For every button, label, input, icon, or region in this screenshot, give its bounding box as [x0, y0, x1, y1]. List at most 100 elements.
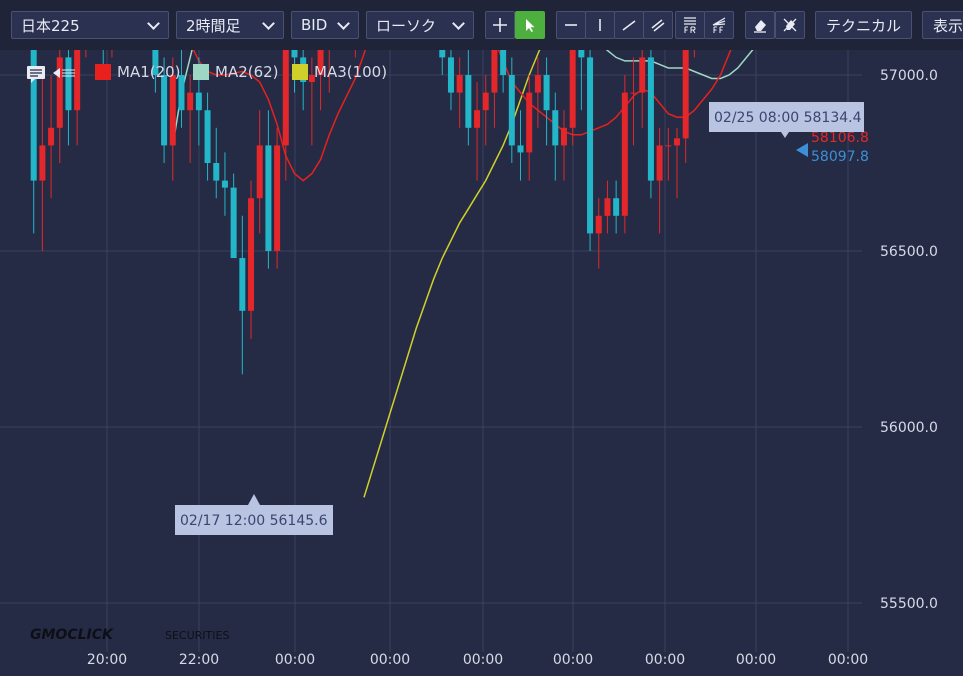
trend-line-icon [622, 20, 636, 31]
display-button[interactable]: 表示 [922, 11, 963, 39]
chevron-down-icon [337, 16, 350, 30]
period-dropdown[interactable]: 2時間足 [176, 11, 284, 39]
candle [169, 57, 176, 181]
candle [647, 39, 654, 199]
candle [300, 22, 307, 111]
candle-body [456, 75, 463, 93]
candle [352, 0, 359, 58]
candle [595, 198, 602, 269]
parallel-lines-button[interactable] [643, 11, 673, 39]
x-tick-label: 22:00 [179, 652, 219, 668]
technical-button[interactable]: テクニカル [815, 11, 912, 39]
y-tick-label: 56500.0 [880, 244, 938, 260]
candle [456, 57, 463, 128]
candle [248, 180, 255, 339]
candle [274, 127, 281, 269]
candle [65, 4, 72, 146]
ma1-swatch [95, 64, 111, 80]
crosshair-button[interactable] [485, 11, 515, 39]
comment-icon[interactable] [27, 66, 45, 83]
candle-body [482, 92, 489, 111]
bid-price-label: 58097.8 [811, 149, 869, 165]
candle-body [308, 75, 315, 83]
candle-body [265, 145, 272, 251]
candle [552, 92, 559, 181]
side-dropdown[interactable]: BID [291, 11, 359, 39]
candle-body [543, 75, 550, 111]
horizontal-line-button[interactable] [556, 11, 586, 39]
candle-body [534, 75, 541, 93]
x-tick-label: 00:00 [645, 652, 685, 668]
collapse-legend-icon[interactable] [53, 68, 75, 78]
candle-body [317, 39, 324, 75]
eraser-icon [754, 20, 766, 33]
x-tick-label: 00:00 [275, 652, 315, 668]
candle [560, 110, 567, 181]
candle [534, 57, 541, 128]
delete-all-drawings-button[interactable] [775, 11, 805, 39]
grid [0, 50, 862, 652]
candle-body [613, 198, 620, 216]
candle [578, 22, 585, 111]
eraser-button[interactable] [745, 11, 775, 39]
candle [587, 39, 594, 251]
candle [39, 75, 46, 251]
candle-body [274, 145, 281, 251]
pointer-button[interactable] [515, 11, 545, 39]
candle [656, 127, 663, 234]
candle-body [439, 0, 446, 58]
x-tick-label: 00:00 [370, 652, 410, 668]
y-tick-label: 56000.0 [880, 420, 938, 436]
candle [439, 0, 446, 75]
bid-marker-icon [796, 143, 808, 157]
candle-body [682, 39, 689, 139]
low-annotation: 02/17 12:00 56145.6 [175, 494, 333, 535]
fibonacci-fan-button[interactable] [704, 11, 734, 39]
candle [239, 215, 246, 375]
candle [517, 110, 524, 181]
legend: MA1(20) MA2(62) MA3(100) [27, 63, 387, 83]
candle [74, 0, 81, 146]
fibonacci-retracement-button[interactable] [675, 11, 705, 39]
candle [308, 57, 315, 146]
trend-line-button[interactable] [614, 11, 644, 39]
candle [256, 110, 263, 234]
ask-price-label: 58106.8 [811, 130, 869, 146]
x-tick-label: 00:00 [828, 652, 868, 668]
brand-tagline: SECURITIES [165, 629, 229, 642]
high-annotation: 02/25 08:00 58134.4 [709, 102, 864, 138]
candle-body [673, 138, 680, 146]
candle-body [56, 57, 63, 128]
ask-bid-labels: 58106.8 58097.8 [796, 130, 869, 165]
vertical-line-button[interactable] [585, 11, 615, 39]
ma3-swatch [292, 64, 308, 80]
candle-body [230, 187, 237, 259]
candle-body [578, 39, 585, 58]
chart-style-dropdown[interactable]: ローソク [366, 11, 474, 39]
candle [682, 22, 689, 163]
candle-body [508, 75, 515, 146]
symbol-value: 日本225 [21, 16, 80, 35]
candle [187, 75, 194, 163]
candle-body [161, 75, 168, 146]
candle-body [221, 180, 228, 188]
candle [526, 75, 533, 181]
candle [491, 22, 498, 128]
candle-body [239, 258, 246, 311]
candle [508, 57, 515, 163]
candle-body [587, 57, 594, 234]
high-annotation-box [709, 102, 864, 132]
candle-body [491, 39, 498, 93]
candle-body [647, 57, 654, 181]
candle [673, 127, 680, 199]
low-annotation-label: 02/17 12:00 56145.6 [180, 513, 328, 529]
candle [482, 75, 489, 146]
candles [30, 0, 721, 375]
candle [630, 57, 637, 146]
vertical-line-icon [599, 19, 601, 31]
brand-logo: GMOCLICK SECURITIES [30, 627, 229, 643]
symbol-dropdown[interactable]: 日本225 [11, 11, 169, 39]
candle [213, 127, 220, 199]
